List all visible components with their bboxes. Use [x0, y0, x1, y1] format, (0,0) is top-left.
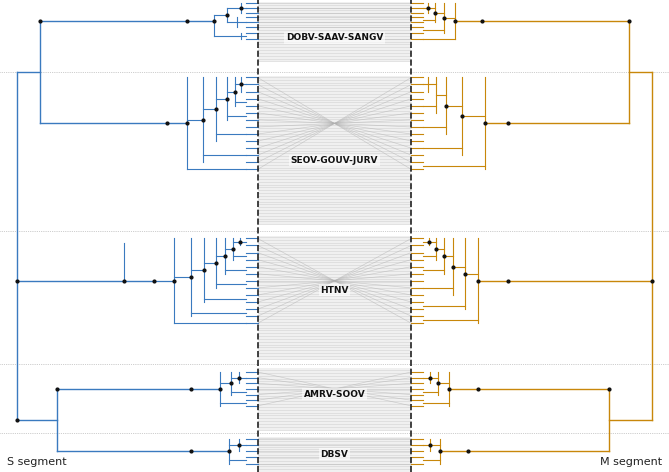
Text: S segment: S segment: [7, 457, 66, 467]
Text: DOBV-SAAV-SANGV: DOBV-SAAV-SANGV: [286, 33, 383, 42]
Text: AMRV-SOOV: AMRV-SOOV: [304, 389, 365, 399]
Text: HTNV: HTNV: [320, 286, 349, 295]
Bar: [258, 368, 411, 430]
Text: DBSV: DBSV: [320, 449, 349, 459]
Text: SEOV-GOUV-JURV: SEOV-GOUV-JURV: [291, 156, 378, 165]
Bar: [258, 236, 411, 359]
Bar: [258, 2, 411, 61]
Bar: [258, 437, 411, 472]
Bar: [258, 76, 411, 224]
Text: M segment: M segment: [600, 457, 662, 467]
